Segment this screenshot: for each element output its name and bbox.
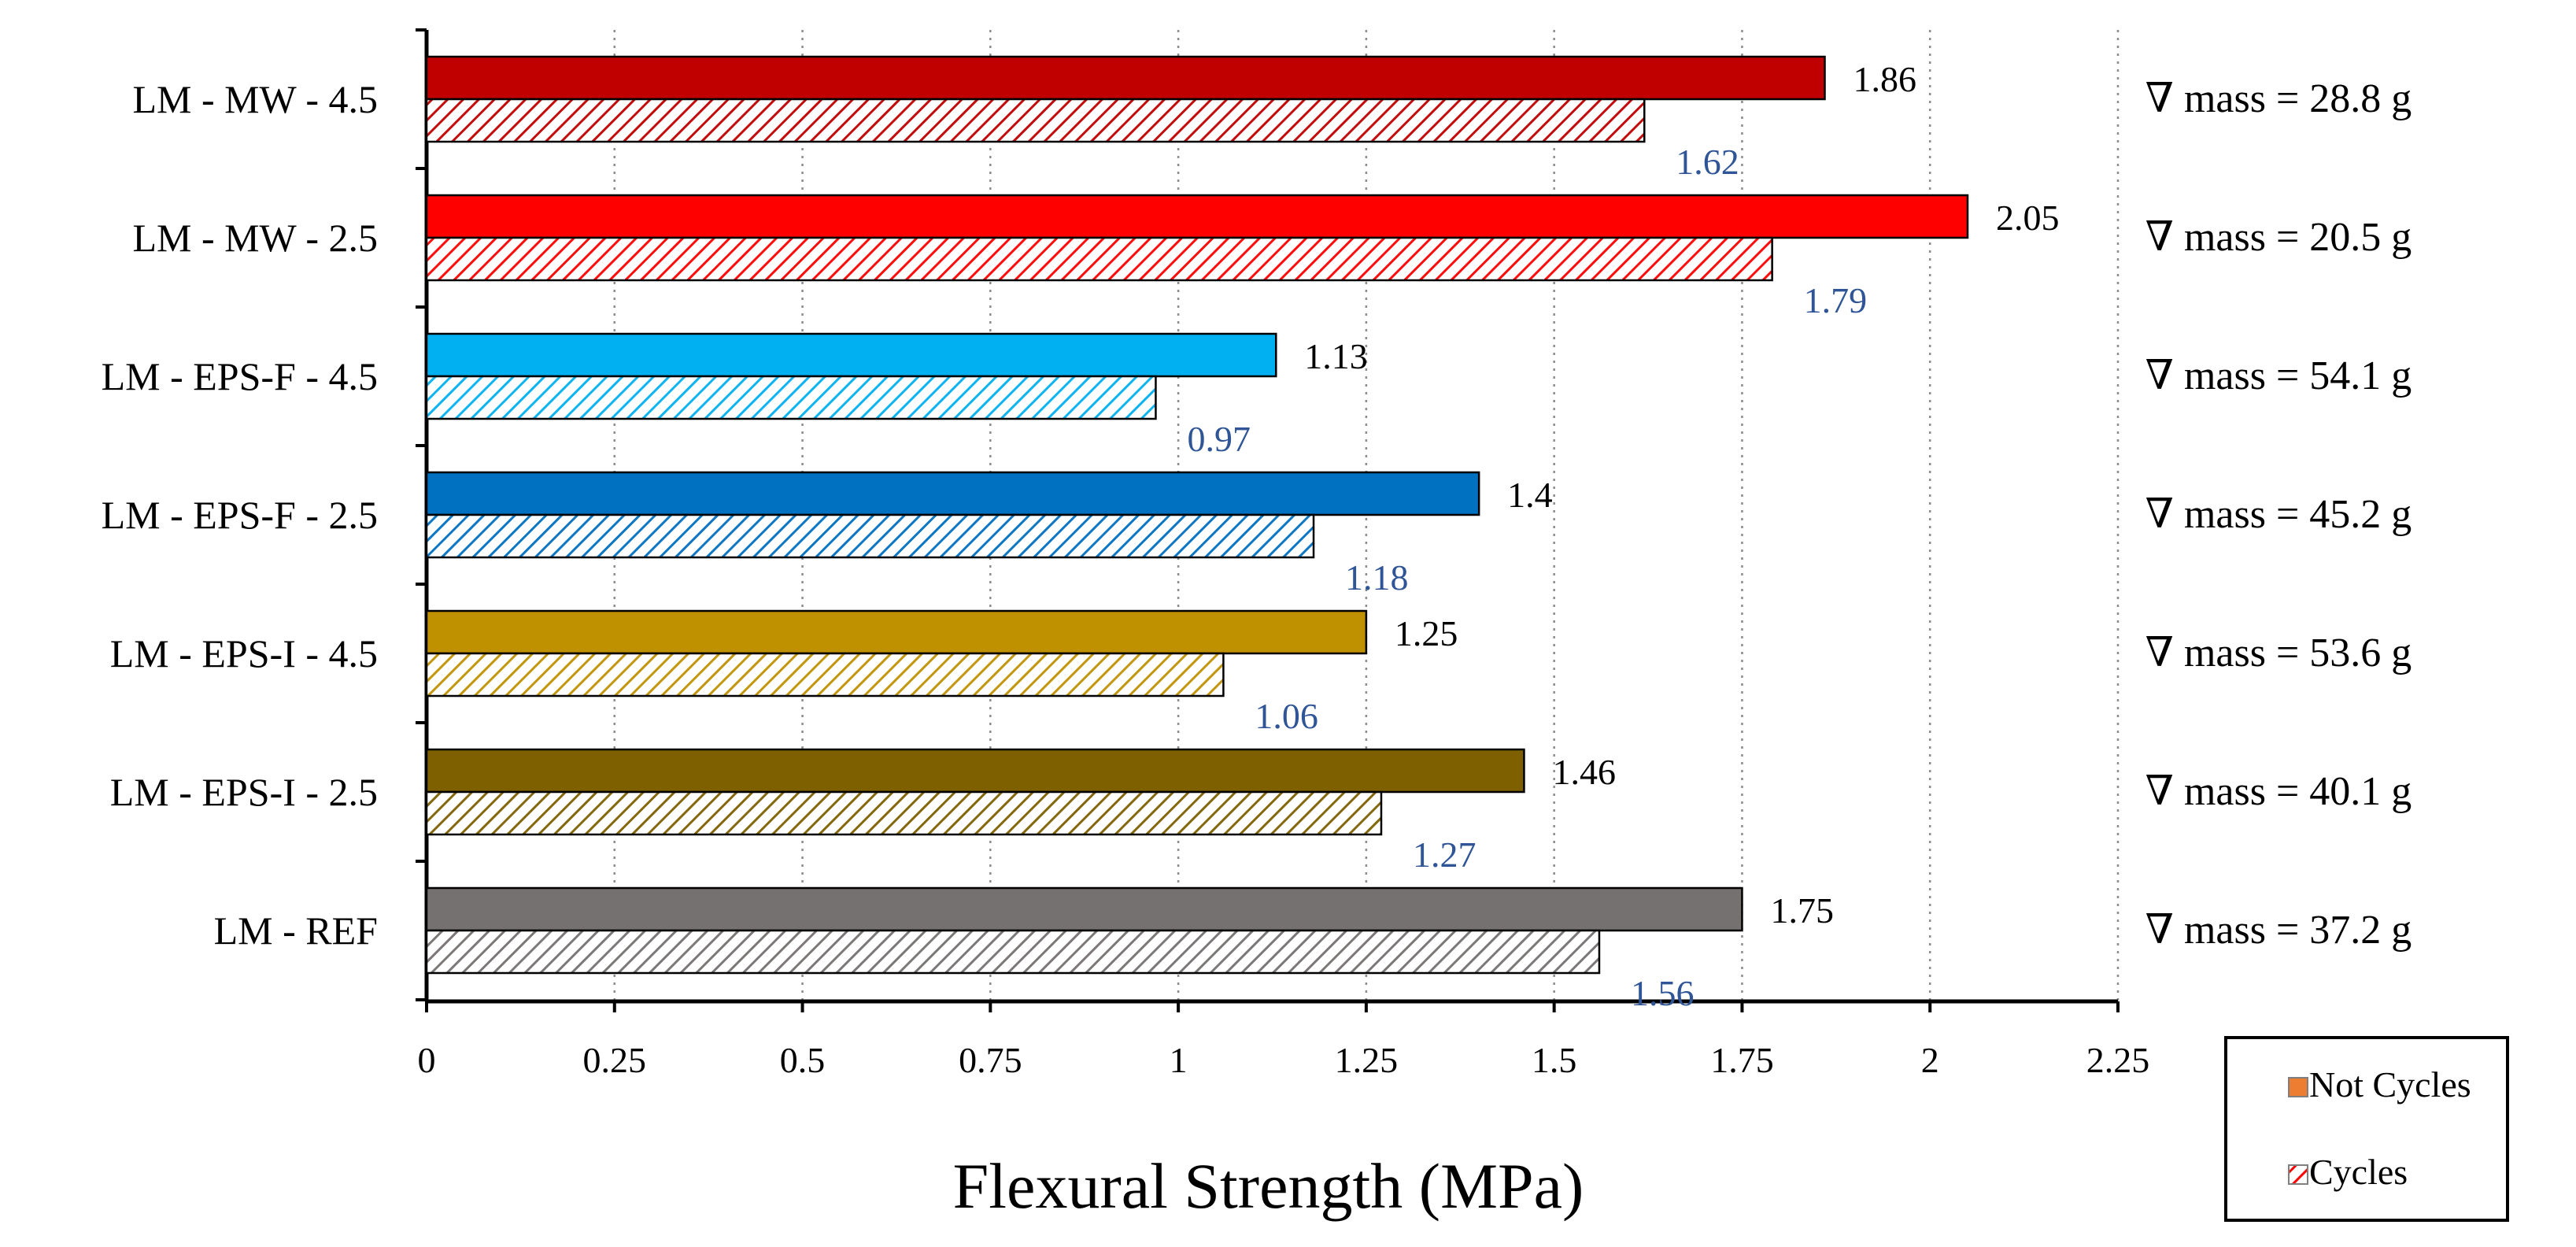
bar-not-cycles — [425, 332, 1277, 378]
x-tick-label: 1.5 — [1532, 1040, 1577, 1080]
mass-change-annotation: ∇ mass = 28.8 g — [2145, 76, 2412, 121]
data-label-not-cycles: 1.4 — [1507, 475, 1553, 515]
x-tick-label: 0.75 — [959, 1040, 1022, 1080]
bar-cycles — [425, 652, 1225, 698]
data-label-not-cycles: 1.13 — [1304, 336, 1368, 376]
data-label-not-cycles: 1.86 — [1853, 59, 1917, 99]
category-label: LM - EPS-F - 4.5 — [102, 354, 378, 398]
data-label-cycles: 1.79 — [1804, 280, 1868, 320]
category-label: LM - EPS-I - 4.5 — [110, 631, 378, 675]
data-label-cycles: 1.27 — [1413, 834, 1476, 875]
category-label: LM - EPS-I - 2.5 — [110, 770, 378, 814]
x-tick-label: 2 — [1921, 1040, 1939, 1080]
x-tick-label: 2.25 — [2086, 1040, 2150, 1080]
mass-change-annotation: ∇ mass = 37.2 g — [2145, 908, 2412, 953]
data-label-not-cycles: 1.46 — [1552, 752, 1616, 792]
data-label-cycles: 1.18 — [1345, 557, 1409, 598]
data-label-cycles: 1.06 — [1255, 696, 1318, 736]
bar-cycles — [425, 790, 1383, 836]
x-tick-label: 1.25 — [1335, 1040, 1399, 1080]
data-label-not-cycles: 2.05 — [1996, 198, 2060, 238]
bar-not-cycles — [425, 55, 1826, 101]
mass-change-annotation: ∇ mass = 40.1 g — [2145, 769, 2412, 814]
legend-label-cycles: Cycles — [2309, 1152, 2408, 1192]
legend-swatch-cycles — [2288, 1164, 2308, 1185]
mass-change-annotation: ∇ mass = 54.1 g — [2145, 353, 2412, 398]
category-label: LM - REF — [214, 908, 378, 953]
mass-change-annotation: ∇ mass = 53.6 g — [2145, 631, 2412, 675]
category-label: LM - EPS-F - 2.5 — [102, 493, 378, 537]
mass-change-annotation: ∇ mass = 45.2 g — [2145, 492, 2412, 537]
bar-not-cycles — [425, 886, 1743, 932]
x-tick-label: 1 — [1170, 1040, 1188, 1080]
x-axis-title: Flexural Strength (MPa) — [953, 1150, 1584, 1222]
bar-cycles — [425, 375, 1157, 420]
bar-cycles — [425, 513, 1315, 559]
category-label: LM - MW - 4.5 — [132, 77, 378, 121]
category-label: LM - MW - 2.5 — [132, 216, 378, 260]
legend-swatch-not-cycles — [2288, 1077, 2308, 1097]
bar-not-cycles — [425, 748, 1525, 794]
data-label-cycles: 1.56 — [1631, 973, 1695, 1013]
bar-cycles — [425, 98, 1646, 143]
data-label-cycles: 1.62 — [1676, 142, 1739, 182]
x-tick-label: 0.5 — [780, 1040, 826, 1080]
mass-change-annotation: ∇ mass = 20.5 g — [2145, 215, 2412, 260]
bar-cycles — [425, 929, 1601, 975]
bar-cycles — [425, 236, 1773, 282]
bar-not-cycles — [425, 471, 1480, 516]
data-label-not-cycles: 1.75 — [1770, 890, 1834, 931]
legend-box — [2224, 1036, 2509, 1222]
x-tick-label: 0.25 — [583, 1040, 647, 1080]
bar-not-cycles — [425, 194, 1969, 239]
legend-label-not-cycles: Not Cycles — [2309, 1064, 2471, 1105]
data-label-not-cycles: 1.25 — [1395, 613, 1458, 653]
bar-not-cycles — [425, 609, 1368, 655]
data-label-cycles: 0.97 — [1187, 419, 1251, 459]
x-tick-label: 0 — [418, 1040, 436, 1080]
x-tick-label: 1.75 — [1710, 1040, 1774, 1080]
